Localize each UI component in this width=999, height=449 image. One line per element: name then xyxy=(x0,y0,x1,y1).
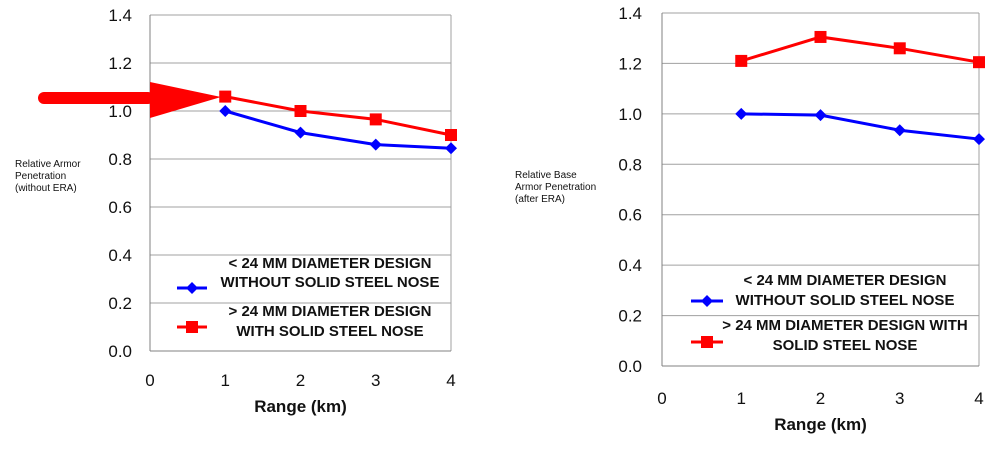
y-tick-label: 0.2 xyxy=(108,294,132,313)
data-point xyxy=(735,54,748,67)
data-point xyxy=(893,42,906,55)
data-point xyxy=(973,133,985,146)
legend-label: WITH SOLID STEEL NOSE xyxy=(236,323,423,340)
legend-label: > 24 MM DIAMETER DESIGN WITH xyxy=(722,317,967,334)
data-point xyxy=(219,105,232,117)
legend-label: < 24 MM DIAMETER DESIGN xyxy=(229,255,432,272)
legend: < 24 MM DIAMETER DESIGN WITHOUT SOLID STE… xyxy=(691,272,968,354)
series-2 xyxy=(219,90,457,141)
x-tick-label: 0 xyxy=(657,389,666,408)
x-tick-label: 0 xyxy=(145,371,154,390)
data-point xyxy=(814,109,827,122)
y-tick-label: 0.2 xyxy=(618,307,642,326)
x-tick-label: 3 xyxy=(895,389,904,408)
legend-marker xyxy=(186,321,198,333)
y-tick-label: 0.6 xyxy=(108,198,132,217)
data-point xyxy=(735,107,748,120)
y-axis-label-line: (without ERA) xyxy=(15,183,77,194)
data-point xyxy=(893,124,906,137)
legend-label: < 24 MM DIAMETER DESIGN xyxy=(744,272,947,289)
legend-marker xyxy=(701,336,713,348)
y-tick-label: 0.0 xyxy=(618,357,642,376)
x-tick-label: 3 xyxy=(371,371,380,390)
x-axis-label: Range (km) xyxy=(774,415,867,434)
y-axis-label: Relative Armor Penetration (without ERA) xyxy=(15,159,81,194)
y-tick-label: 0.8 xyxy=(108,150,132,169)
legend-label: SOLID STEEL NOSE xyxy=(773,337,918,354)
x-axis-label: Range (km) xyxy=(254,397,347,416)
gridlines xyxy=(662,12,979,367)
legend-marker xyxy=(186,282,198,294)
y-axis-label-line: Relative Base xyxy=(515,170,577,181)
y-axis-label: Relative Base Armor Penetration (after ERA… xyxy=(515,170,596,205)
chart-2: 0.0 0.2 0.4 0.6 0.8 1.0 1.2 1.4 0 1 2 3 4 Range (km) R… xyxy=(515,4,985,434)
y-tick-label: 0.4 xyxy=(618,256,642,275)
y-tick-label: 1.0 xyxy=(108,102,132,121)
series-line xyxy=(741,112,980,141)
data-point xyxy=(369,113,382,126)
annotation-arrow xyxy=(38,82,221,118)
series-line xyxy=(740,35,980,64)
data-point xyxy=(294,105,307,117)
y-tick-label: 0.4 xyxy=(108,246,132,265)
data-point xyxy=(445,142,457,155)
series-line xyxy=(224,109,452,150)
y-tick-label: 1.4 xyxy=(618,4,642,23)
y-tick-label: 1.2 xyxy=(108,54,132,73)
arrow-shaft xyxy=(38,92,154,104)
legend-label: WITHOUT SOLID STEEL NOSE xyxy=(221,274,440,291)
y-tick-label: 0.6 xyxy=(618,206,642,225)
gridlines xyxy=(150,14,451,352)
x-tick-label: 1 xyxy=(221,371,230,390)
series-2 xyxy=(735,30,985,69)
data-point xyxy=(369,138,382,151)
x-tick-label: 2 xyxy=(296,371,305,390)
series-1 xyxy=(219,105,457,155)
y-tick-label: 0.8 xyxy=(618,155,642,174)
legend-marker xyxy=(701,295,713,307)
y-axis-label-line: Armor Penetration xyxy=(515,182,596,193)
x-tick-label: 4 xyxy=(446,371,455,390)
data-point xyxy=(973,56,985,69)
y-tick-label: 1.0 xyxy=(618,105,642,124)
data-point xyxy=(445,129,457,141)
series-1 xyxy=(735,107,985,146)
data-point xyxy=(219,90,232,103)
chart-1: 0.0 0.2 0.4 0.6 0.8 1.0 1.2 1.4 0 1 2 3 4 Range (km) R… xyxy=(15,6,457,416)
x-tick-label: 2 xyxy=(816,389,825,408)
legend-label: > 24 MM DIAMETER DESIGN xyxy=(229,303,432,320)
data-point xyxy=(814,30,827,43)
y-tick-label: 0.0 xyxy=(108,342,132,361)
arrow-head xyxy=(150,82,221,118)
data-point xyxy=(294,126,307,139)
x-tick-label: 1 xyxy=(737,389,746,408)
legend-label: WITHOUT SOLID STEEL NOSE xyxy=(736,292,955,309)
y-axis-label-line: Relative Armor xyxy=(15,159,81,170)
y-tick-label: 1.2 xyxy=(618,54,642,73)
y-axis-label-line: (after ERA) xyxy=(515,194,565,205)
y-tick-label: 1.4 xyxy=(108,6,132,25)
y-axis-label-line: Penetration xyxy=(15,171,66,182)
series-line xyxy=(224,95,452,137)
x-tick-label: 4 xyxy=(974,389,983,408)
legend: < 24 MM DIAMETER DESIGN WITHOUT SOLID STE… xyxy=(177,255,439,340)
